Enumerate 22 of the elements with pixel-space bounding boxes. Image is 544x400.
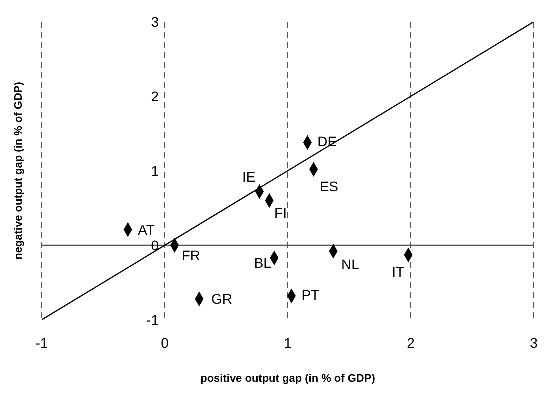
x-tick-label: -1 — [36, 334, 48, 351]
x-tick-label: 3 — [530, 334, 538, 351]
x-tick-label: 0 — [161, 334, 170, 351]
x-tick-label: 2 — [407, 334, 416, 351]
annotation: GR — [211, 291, 232, 308]
annotation: IT — [392, 264, 405, 280]
annotation: IE — [242, 168, 256, 185]
annotation: FI — [274, 204, 288, 221]
annotation: AT — [138, 222, 156, 238]
y-tick-label: -1 — [146, 312, 160, 328]
y-tick-label: 3 — [151, 14, 160, 30]
annotation: NL — [342, 256, 360, 272]
y-tick-label: 2 — [151, 88, 160, 104]
annotation: DE — [318, 134, 338, 150]
y-axis-title: negative output gap (in % of GDP) — [12, 82, 25, 260]
x-tick-label: 1 — [284, 334, 292, 351]
annotation: ES — [320, 178, 339, 195]
x-axis-title: positive output gap (in % of GDP) — [200, 373, 376, 385]
annotation: FR — [182, 248, 201, 264]
annotation: PT — [302, 287, 320, 304]
y-tick-label: 1 — [151, 163, 160, 179]
annotation: BL — [254, 255, 272, 272]
